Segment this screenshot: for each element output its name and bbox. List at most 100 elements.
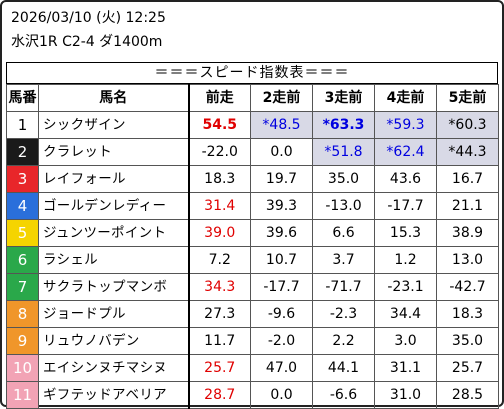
speed-index-cell: 6.6 (312, 219, 375, 247)
speed-index-cell: -71.7 (312, 273, 375, 301)
speed-index-cell: 3.0 (374, 327, 437, 355)
speed-index-cell: *60.3 (436, 111, 499, 139)
speed-index-cell: *48.5 (250, 111, 313, 139)
speed-index-cell: -23.1 (374, 273, 437, 301)
speed-index-cell: 10.7 (250, 246, 313, 274)
table-row: 10 エイシンヌチマシヌ 25.7 47.0 44.1 31.1 25.7 (6, 354, 499, 382)
speed-index-cell: 25.7 (436, 354, 499, 382)
speed-index-cell: 31.4 (188, 192, 251, 220)
speed-index-cell: 38.9 (436, 219, 499, 247)
horse-name: ゴールデンレディー (38, 192, 190, 220)
speed-index-cell: 34.4 (374, 300, 437, 328)
horse-number-badge: 11 (6, 381, 39, 409)
horse-name: ジョードプル (38, 300, 190, 328)
speed-index-cell: 0.0 (250, 138, 313, 166)
horse-name: ラシェル (38, 246, 190, 274)
speed-index-cell: 43.6 (374, 165, 437, 193)
table-row: 1 シックザイン 54.5 *48.5 *63.3 *59.3 *60.3 (6, 111, 499, 139)
horse-name: エイシンヌチマシヌ (38, 354, 190, 382)
horse-name: サクラトップマンボ (38, 273, 190, 301)
speed-index-cell: -17.7 (374, 192, 437, 220)
speed-index-cell: 13.0 (436, 246, 499, 274)
speed-index-cell: 28.5 (436, 381, 499, 409)
speed-index-cell: 0.0 (250, 381, 313, 409)
horse-number-badge: 9 (6, 327, 39, 355)
speed-index-cell: 35.0 (312, 165, 375, 193)
race-datetime: 2026/03/10 (火) 12:25 (11, 10, 166, 26)
horse-name: クラレット (38, 138, 190, 166)
col-header-last: 前走 (188, 84, 251, 112)
horse-name: シックザイン (38, 111, 190, 139)
speed-index-cell: 18.3 (436, 300, 499, 328)
table-row: 11 ギフテッドアベリア 28.7 0.0 -6.6 31.0 28.5 (6, 381, 499, 409)
horse-name: レイフォール (38, 165, 190, 193)
table-title: ＝＝＝スピード指数表＝＝＝ (6, 62, 498, 84)
horse-number-badge: 4 (6, 192, 39, 220)
table-row: 4 ゴールデンレディー 31.4 39.3 -13.0 -17.7 21.1 (6, 192, 499, 220)
speed-index-cell: -22.0 (188, 138, 251, 166)
table-row: 2 クラレット -22.0 0.0 *51.8 *62.4 *44.3 (6, 138, 499, 166)
speed-index-cell: 11.7 (188, 327, 251, 355)
speed-index-cell: 39.0 (188, 219, 251, 247)
speed-index-cell: 7.2 (188, 246, 251, 274)
horse-number-badge: 10 (6, 354, 39, 382)
speed-index-cell: 31.1 (374, 354, 437, 382)
speed-index-cell: -42.7 (436, 273, 499, 301)
table-row: 7 サクラトップマンボ 34.3 -17.7 -71.7 -23.1 -42.7 (6, 273, 499, 301)
speed-index-cell: 34.3 (188, 273, 251, 301)
speed-index-cell: *51.8 (312, 138, 375, 166)
col-header-4back: 4走前 (374, 84, 437, 112)
speed-index-cell: 27.3 (188, 300, 251, 328)
speed-index-cell: 16.7 (436, 165, 499, 193)
speed-index-cell: 39.3 (250, 192, 313, 220)
table-row: 5 ジュンツーポイント 39.0 39.6 6.6 15.3 38.9 (6, 219, 499, 247)
horse-number-badge: 1 (6, 111, 39, 139)
speed-index-cell: 47.0 (250, 354, 313, 382)
speed-index-cell: 15.3 (374, 219, 437, 247)
speed-index-cell: 44.1 (312, 354, 375, 382)
table-row: 6 ラシェル 7.2 10.7 3.7 1.2 13.0 (6, 246, 499, 274)
col-header-5back: 5走前 (436, 84, 499, 112)
speed-index-cell: 21.1 (436, 192, 499, 220)
table-header-row: 馬番 馬名 前走 2走前 3走前 4走前 5走前 (6, 84, 499, 112)
speed-index-cell: 35.0 (436, 327, 499, 355)
speed-index-cell: *63.3 (312, 111, 375, 139)
horse-number-badge: 5 (6, 219, 39, 247)
speed-index-cell: -17.7 (250, 273, 313, 301)
speed-index-cell: -2.3 (312, 300, 375, 328)
col-header-name: 馬名 (38, 84, 190, 112)
speed-index-cell: 19.7 (250, 165, 313, 193)
horse-number-badge: 7 (6, 273, 39, 301)
speed-index-cell: *62.4 (374, 138, 437, 166)
horse-number-badge: 8 (6, 300, 39, 328)
horse-number-badge: 6 (6, 246, 39, 274)
speed-index-cell: 18.3 (188, 165, 251, 193)
speed-index-cell: 54.5 (188, 111, 251, 139)
horse-name: リュウノバデン (38, 327, 190, 355)
table-row: 3 レイフォール 18.3 19.7 35.0 43.6 16.7 (6, 165, 499, 193)
table-row: 8 ジョードプル 27.3 -9.6 -2.3 34.4 18.3 (6, 300, 499, 328)
speed-index-cell: 3.7 (312, 246, 375, 274)
speed-index-cell: -2.0 (250, 327, 313, 355)
speed-index-cell: 2.2 (312, 327, 375, 355)
table-row: 9 リュウノバデン 11.7 -2.0 2.2 3.0 35.0 (6, 327, 499, 355)
speed-index-cell: -13.0 (312, 192, 375, 220)
speed-index-table: 馬番 馬名 前走 2走前 3走前 4走前 5走前 1 シックザイン 54.5 *48.… (6, 84, 499, 409)
col-header-number: 馬番 (6, 84, 39, 112)
horse-number-badge: 3 (6, 165, 39, 193)
horse-name: ジュンツーポイント (38, 219, 190, 247)
horse-name: ギフテッドアベリア (38, 381, 190, 409)
horse-number-badge: 2 (6, 138, 39, 166)
speed-index-cell: *59.3 (374, 111, 437, 139)
speed-index-cell: *44.3 (436, 138, 499, 166)
col-header-2back: 2走前 (250, 84, 313, 112)
speed-index-cell: -6.6 (312, 381, 375, 409)
speed-index-cell: 31.0 (374, 381, 437, 409)
speed-index-cell: 28.7 (188, 381, 251, 409)
speed-index-cell: 1.2 (374, 246, 437, 274)
speed-index-cell: 39.6 (250, 219, 313, 247)
speed-index-cell: -9.6 (250, 300, 313, 328)
speed-index-cell: 25.7 (188, 354, 251, 382)
col-header-3back: 3走前 (312, 84, 375, 112)
